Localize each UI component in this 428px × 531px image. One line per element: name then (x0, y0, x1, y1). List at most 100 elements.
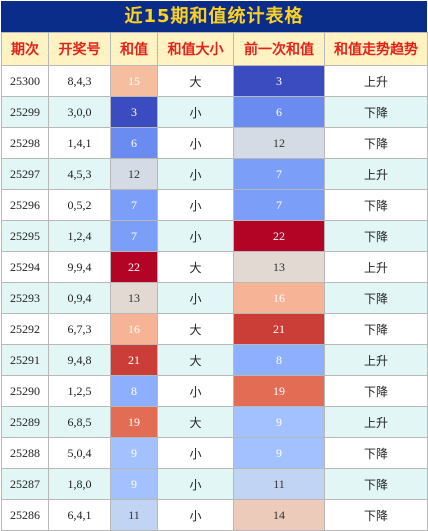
table-row: 25293 0,9,4 13 小 16 下降 (1, 282, 428, 314)
cell-size: 小 (157, 158, 234, 190)
table-row: 25300 8,4,3 15 大 3 上升 (1, 65, 428, 97)
cell-numbers: 1,8,0 (48, 468, 111, 500)
cell-numbers: 0,5,2 (48, 189, 111, 221)
cell-period: 25290 (1, 375, 49, 407)
table-row: 25294 9,9,4 22 大 13 上升 (1, 251, 428, 283)
cell-period: 25296 (1, 189, 49, 221)
cell-period: 25288 (1, 437, 49, 469)
cell-period: 25300 (1, 65, 49, 97)
cell-prev-sum: 22 (233, 220, 325, 252)
header-numbers: 开奖号 (48, 32, 111, 66)
cell-trend: 下降 (324, 375, 428, 407)
cell-size: 小 (157, 375, 234, 407)
header-sum: 和值 (110, 32, 158, 66)
header-period: 期次 (1, 32, 49, 66)
table-row: 25292 6,7,3 16 大 21 下降 (1, 313, 428, 345)
table-row: 25290 1,2,5 8 小 19 下降 (1, 375, 428, 407)
cell-numbers: 1,2,4 (48, 220, 111, 252)
cell-numbers: 6,8,5 (48, 406, 111, 438)
cell-numbers: 9,9,4 (48, 251, 111, 283)
cell-period: 25295 (1, 220, 49, 252)
cell-sum: 16 (110, 313, 158, 345)
cell-trend: 下降 (324, 127, 428, 159)
cell-period: 25292 (1, 313, 49, 345)
cell-period: 25289 (1, 406, 49, 438)
cell-sum: 8 (110, 375, 158, 407)
cell-size: 小 (157, 127, 234, 159)
cell-size: 大 (157, 344, 234, 376)
header-prev-sum: 前一次和值 (233, 32, 325, 66)
cell-trend: 下降 (324, 96, 428, 128)
cell-prev-sum: 12 (233, 127, 325, 159)
cell-size: 大 (157, 65, 234, 97)
cell-period: 25286 (1, 499, 49, 531)
table-row: 25286 6,4,1 11 小 14 下降 (1, 499, 428, 531)
cell-sum: 13 (110, 282, 158, 314)
cell-prev-sum: 8 (233, 344, 325, 376)
cell-size: 大 (157, 313, 234, 345)
cell-prev-sum: 16 (233, 282, 325, 314)
table-row: 25291 9,4,8 21 大 8 上升 (1, 344, 428, 376)
cell-prev-sum: 21 (233, 313, 325, 345)
cell-prev-sum: 19 (233, 375, 325, 407)
cell-numbers: 0,9,4 (48, 282, 111, 314)
cell-size: 小 (157, 468, 234, 500)
cell-numbers: 1,4,1 (48, 127, 111, 159)
table-row: 25295 1,2,4 7 小 22 下降 (1, 220, 428, 252)
cell-period: 25299 (1, 96, 49, 128)
cell-trend: 上升 (324, 406, 428, 438)
cell-prev-sum: 14 (233, 499, 325, 531)
cell-trend: 下降 (324, 437, 428, 469)
cell-sum: 9 (110, 437, 158, 469)
cell-size: 小 (157, 282, 234, 314)
cell-size: 小 (157, 220, 234, 252)
cell-trend: 下降 (324, 499, 428, 531)
cell-prev-sum: 9 (233, 406, 325, 438)
cell-numbers: 6,4,1 (48, 499, 111, 531)
table-body: 25300 8,4,3 15 大 3 上升 25299 3,0,0 3 小 6 下降 25298 1,4,… (1, 65, 428, 531)
cell-trend: 下降 (324, 313, 428, 345)
cell-prev-sum: 6 (233, 96, 325, 128)
cell-sum: 21 (110, 344, 158, 376)
cell-sum: 3 (110, 96, 158, 128)
cell-prev-sum: 11 (233, 468, 325, 500)
cell-period: 25294 (1, 251, 49, 283)
cell-trend: 下降 (324, 189, 428, 221)
table-row: 25297 4,5,3 12 小 7 上升 (1, 158, 428, 190)
cell-size: 小 (157, 499, 234, 531)
header-size: 和值大小 (157, 32, 234, 66)
cell-period: 25298 (1, 127, 49, 159)
header-trend: 和值走势趋势 (324, 32, 428, 66)
cell-period: 25287 (1, 468, 49, 500)
cell-trend: 上升 (324, 251, 428, 283)
cell-sum: 12 (110, 158, 158, 190)
cell-trend: 下降 (324, 220, 428, 252)
cell-prev-sum: 7 (233, 189, 325, 221)
sum-stats-table: 期次 开奖号 和值 和值大小 前一次和值 和值走势趋势 25300 8,4,3 15… (1, 32, 428, 531)
cell-period: 25293 (1, 282, 49, 314)
cell-size: 小 (157, 96, 234, 128)
cell-period: 25297 (1, 158, 49, 190)
cell-prev-sum: 13 (233, 251, 325, 283)
cell-prev-sum: 7 (233, 158, 325, 190)
cell-numbers: 5,0,4 (48, 437, 111, 469)
table-row: 25296 0,5,2 7 小 7 下降 (1, 189, 428, 221)
cell-prev-sum: 9 (233, 437, 325, 469)
cell-sum: 7 (110, 220, 158, 252)
table-row: 25287 1,8,0 9 小 11 下降 (1, 468, 428, 500)
cell-size: 大 (157, 406, 234, 438)
cell-sum: 22 (110, 251, 158, 283)
cell-sum: 15 (110, 65, 158, 97)
cell-trend: 上升 (324, 344, 428, 376)
cell-trend: 上升 (324, 158, 428, 190)
cell-sum: 11 (110, 499, 158, 531)
cell-trend: 下降 (324, 282, 428, 314)
table-row: 25299 3,0,0 3 小 6 下降 (1, 96, 428, 128)
cell-period: 25291 (1, 344, 49, 376)
cell-trend: 上升 (324, 65, 428, 97)
cell-sum: 9 (110, 468, 158, 500)
cell-sum: 6 (110, 127, 158, 159)
cell-size: 小 (157, 189, 234, 221)
cell-numbers: 9,4,8 (48, 344, 111, 376)
